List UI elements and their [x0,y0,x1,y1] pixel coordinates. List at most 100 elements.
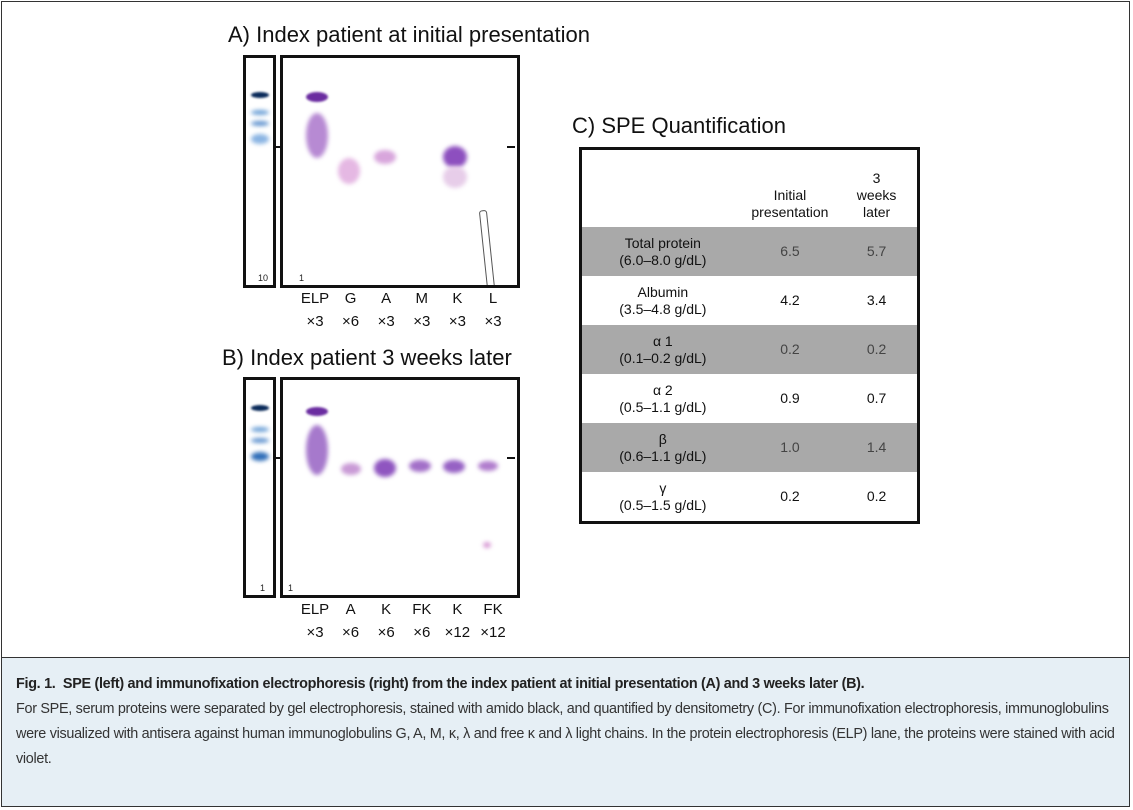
gel-band [251,121,269,126]
lane-name: ELP [295,598,335,621]
header-text: 3 weeks later [852,170,902,221]
lane-name: G [331,287,371,310]
row-label: γ(0.5–1.5 g/dL) [581,472,744,523]
ife-gel: 1 [280,55,520,288]
lane-dilution: ×3 [473,310,513,333]
marker-tick [507,146,515,148]
row-label: α 2(0.5–1.1 g/dL) [581,374,744,423]
spe-strip: 10 [243,55,276,288]
ife-gel: 1 [280,377,520,598]
gel-band [306,425,328,475]
lane-name: ELP [295,287,335,310]
row-name: β [582,431,744,448]
row-range: (0.1–0.2 g/dL) [582,350,744,367]
gel-band [409,460,431,472]
gel-label: 1 [288,583,293,593]
lane-dilution: ×6 [331,621,371,644]
header-text: Initial presentation [750,187,830,221]
gel-band [251,110,269,115]
lane-name: FK [473,598,513,621]
gel-band [443,146,467,168]
row-value: 0.7 [836,374,918,423]
row-range: (0.6–1.1 g/dL) [582,448,744,465]
panel-title: C) SPE Quantification [572,113,786,139]
header-cell [581,149,744,228]
lane-dilution: ×3 [366,310,406,333]
row-name: γ [582,480,744,497]
strip-label: 10 [258,273,268,283]
gel-band [251,92,269,98]
row-value: 1.4 [836,423,918,472]
lane-dilution: ×6 [331,310,371,333]
caption-title: SPE (left) and immunofixation electropho… [63,676,864,692]
lane-name: K [366,598,406,621]
quantification-table: Initial presentation 3 weeks later Total… [579,147,920,524]
gel-band [374,459,396,477]
gel-band [478,461,498,471]
gel-band [338,158,360,184]
panel-title: A) Index patient at initial presentation [228,22,590,48]
lane-dilution: ×3 [295,310,335,333]
row-name: Total protein [582,235,744,252]
marker-tick [273,457,281,459]
gel-band [251,405,269,411]
gel-band [374,150,396,164]
lane-name: A [331,598,371,621]
gel-band [483,542,491,548]
row-value: 4.2 [744,276,837,325]
row-value: 6.5 [744,227,837,276]
marker-tick [507,457,515,459]
gel-band [251,427,269,432]
header-cell: 3 weeks later [836,149,918,228]
header-row: Initial presentation 3 weeks later [581,149,919,228]
gel-band [306,113,328,158]
lane-dilution: ×6 [402,621,442,644]
row-name: α 2 [582,382,744,399]
row-value: 3.4 [836,276,918,325]
gel-band [251,438,269,443]
row-label: β(0.6–1.1 g/dL) [581,423,744,472]
row-value: 0.2 [744,472,837,523]
lane-dilution: ×3 [295,621,335,644]
panel-title: B) Index patient 3 weeks later [222,345,512,371]
gel-band [306,407,328,416]
caption: Fig. 1. SPE (left) and immunofixation el… [2,657,1129,806]
gel-band [443,166,467,188]
lane-name: K [437,287,477,310]
row-value: 1.0 [744,423,837,472]
lane-name: A [366,287,406,310]
row-label: Total protein(6.0–8.0 g/dL) [581,227,744,276]
lane-dilution: ×3 [402,310,442,333]
marker-tick [273,146,281,148]
page-body: {"panels": [ {"title": "A) Index patient… [0,0,1133,810]
gel-band [251,134,269,144]
row-value: 0.2 [744,325,837,374]
row-value: 0.2 [836,472,918,523]
row-value: 0.2 [836,325,918,374]
row-value: 5.7 [836,227,918,276]
lane-name: K [437,598,477,621]
gel-band [306,92,328,102]
lane-dilution: ×3 [437,310,477,333]
row-range: (0.5–1.1 g/dL) [582,399,744,416]
row-range: (3.5–4.8 g/dL) [582,301,744,318]
row-value: 0.9 [744,374,837,423]
row-label: α 1(0.1–0.2 g/dL) [581,325,744,374]
lane-name: M [402,287,442,310]
row-name: α 1 [582,333,744,350]
row-label: Albumin(3.5–4.8 g/dL) [581,276,744,325]
caption-label: Fig. 1. [16,676,55,692]
page: Figure html, body { margin: 0; padding: … [0,0,1133,810]
caption-body: For SPE, serum proteins were separated b… [16,701,1115,767]
lane-dilution: ×12 [437,621,477,644]
lane-name: FK [402,598,442,621]
spe-strip: 1 [243,377,276,598]
lane-dilution: ×6 [366,621,406,644]
gel-artifact [479,210,495,288]
